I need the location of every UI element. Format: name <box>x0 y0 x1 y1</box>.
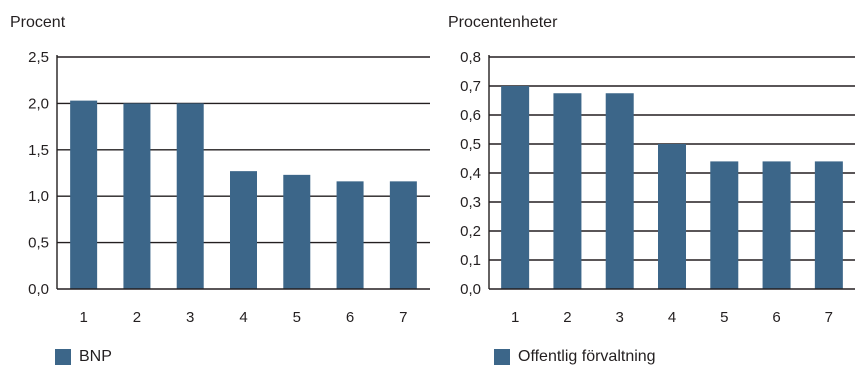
y-axis-unit-label: Procent <box>10 14 66 31</box>
bar <box>553 93 582 289</box>
bar <box>336 181 364 289</box>
legend-label: BNP <box>79 348 112 365</box>
x-tick-label: 5 <box>293 309 301 326</box>
x-tick-label: 2 <box>133 309 141 326</box>
x-tick-label: 6 <box>346 309 354 326</box>
x-tick-label: 3 <box>186 309 194 326</box>
y-tick-label: 0,5 <box>460 136 481 153</box>
y-tick-label: 0,3 <box>460 194 481 211</box>
legend-label: Offentlig förvaltning <box>518 348 656 365</box>
x-tick-label: 1 <box>79 309 87 326</box>
bar <box>176 103 204 290</box>
y-tick-label: 0,1 <box>460 252 481 269</box>
y-tick-label: 0,7 <box>460 78 481 95</box>
bar <box>123 103 151 290</box>
y-tick-label: 2,0 <box>28 95 49 112</box>
x-tick-label: 6 <box>772 309 780 326</box>
x-tick-label: 7 <box>825 309 833 326</box>
x-tick-label: 2 <box>563 309 571 326</box>
x-tick-label: 5 <box>720 309 728 326</box>
bar <box>658 144 686 289</box>
offentlig-forvaltning-chart: Procentenheter 0,0 0,1 0,2 0,3 0,4 0,5 0,6 0,7 0… <box>440 0 855 372</box>
bar <box>230 171 257 289</box>
bnp-chart: Procent 0,0 0,5 1,0 1,5 2,0 2,5 1 2 3 4 5 6 7 BNP <box>10 14 430 366</box>
legend: Offentlig förvaltning <box>494 348 656 366</box>
x-tick-label: 4 <box>239 309 247 326</box>
y-axis-unit-label: Procentenheter <box>448 14 558 31</box>
x-tick-label: 3 <box>616 309 624 326</box>
y-tick-label: 0,6 <box>460 107 481 124</box>
bar <box>283 174 311 289</box>
bar <box>389 181 417 289</box>
legend-swatch <box>55 349 71 365</box>
bar <box>710 161 739 289</box>
legend-swatch <box>494 349 510 365</box>
legend: BNP <box>55 348 112 366</box>
x-tick-label: 1 <box>511 309 519 326</box>
offentlig-forvaltning-plot-area: 0,0 0,1 0,2 0,3 0,4 0,5 0,6 0,7 0,8 1 2 3 4 5 6 7 <box>460 49 855 326</box>
y-tick-label: 0,5 <box>28 235 49 252</box>
bar <box>762 161 791 289</box>
y-tick-label: 2,5 <box>28 49 49 66</box>
bar <box>70 100 98 289</box>
bar <box>605 93 634 289</box>
y-tick-label: 0,8 <box>460 49 481 66</box>
y-tick-label: 0,0 <box>28 281 49 298</box>
y-tick-label: 0,4 <box>460 165 481 182</box>
y-tick-label: 0,2 <box>460 223 481 240</box>
bnp-plot-area: 0,0 0,5 1,0 1,5 2,0 2,5 1 2 3 4 5 6 7 <box>28 49 430 326</box>
x-tick-label: 7 <box>399 309 407 326</box>
bar <box>814 161 843 289</box>
y-tick-label: 1,5 <box>28 142 49 159</box>
x-tick-label: 4 <box>668 309 676 326</box>
y-tick-label: 1,0 <box>28 188 49 205</box>
bar <box>501 86 530 289</box>
y-tick-label: 0,0 <box>460 281 481 298</box>
